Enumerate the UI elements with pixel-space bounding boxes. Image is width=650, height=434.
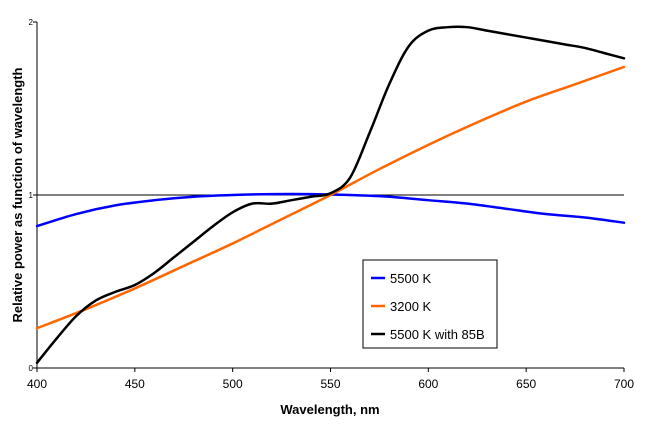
series-line-3200-k bbox=[35, 65, 626, 330]
y-axis-title: Relative power as function of wavelength bbox=[10, 67, 25, 322]
series-line-5500-k-with-85b bbox=[35, 25, 626, 365]
y-tick-label: 2 bbox=[29, 18, 34, 27]
legend-label-5500-k: 5500 K bbox=[390, 271, 432, 286]
x-tick-label: 700 bbox=[614, 377, 634, 391]
x-tick-label: 600 bbox=[418, 377, 438, 391]
legend-label-5500-k-with-85b: 5500 K with 85B bbox=[390, 327, 485, 342]
legend-box bbox=[362, 259, 498, 349]
x-tick-label: 650 bbox=[516, 377, 536, 391]
x-axis-title: Wavelength, nm bbox=[280, 402, 379, 417]
x-tick-label: 500 bbox=[223, 377, 243, 391]
x-tick-label: 550 bbox=[320, 377, 340, 391]
series-line-5500-k bbox=[35, 192, 626, 228]
legend-label-3200-k: 3200 K bbox=[390, 299, 432, 314]
y-tick-label: 0 bbox=[29, 364, 34, 373]
x-tick-label: 400 bbox=[27, 377, 47, 391]
y-tick-label: 1 bbox=[29, 191, 34, 200]
x-tick-label: 450 bbox=[125, 377, 145, 391]
